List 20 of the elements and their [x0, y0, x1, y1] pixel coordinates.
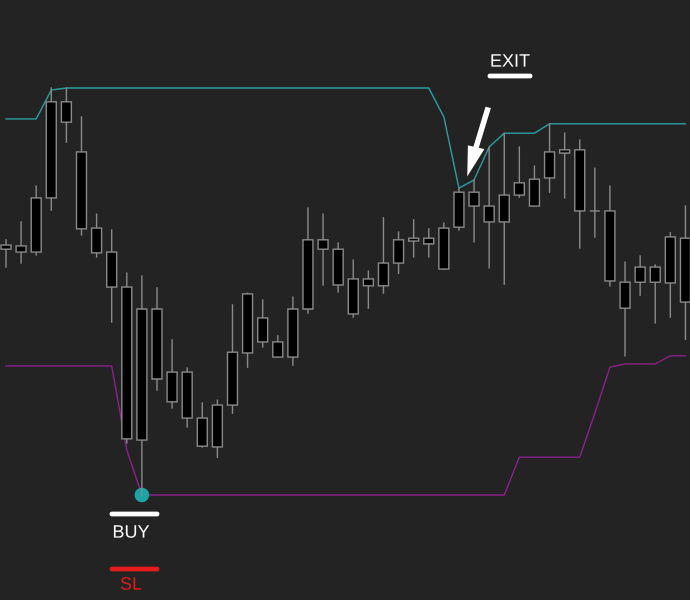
candlestick	[650, 264, 661, 324]
candlestick	[423, 228, 434, 258]
candlestick	[0, 239, 12, 268]
candlestick	[392, 231, 404, 274]
text: SL	[120, 577, 142, 590]
candlestick	[15, 221, 27, 264]
candlestick	[589, 167, 601, 238]
text: EXIT	[491, 54, 530, 67]
candlestick	[408, 219, 420, 258]
candlestick	[60, 87, 72, 143]
candlestick	[634, 255, 646, 296]
candlestick	[558, 132, 570, 199]
candlestick	[362, 270, 374, 309]
candlestick	[514, 146, 526, 198]
candlestick	[483, 146, 495, 269]
candlestick	[272, 335, 284, 358]
text: BUY	[114, 525, 150, 538]
candlestick	[317, 213, 329, 286]
candlestick	[378, 217, 390, 294]
candlestick	[468, 179, 480, 243]
